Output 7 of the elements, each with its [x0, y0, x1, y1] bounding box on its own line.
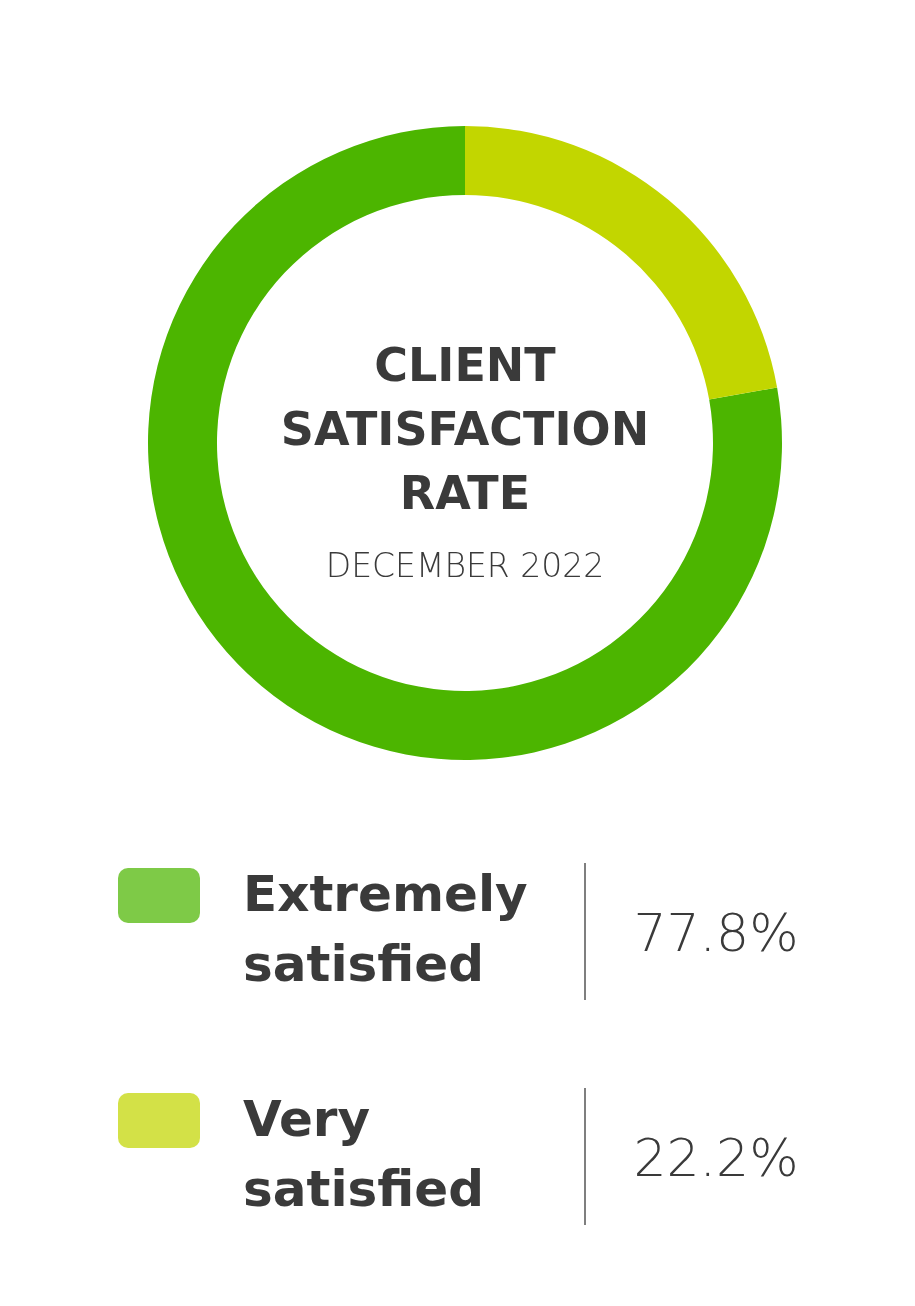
text: DECEMBER 2022 — [325, 546, 605, 585]
donut-slice — [148, 126, 782, 760]
legend-label: Very satisfied — [243, 1090, 485, 1218]
data-label: 22.2% — [633, 1128, 799, 1188]
text: CLIENT SATISFACTION RATE — [280, 338, 650, 520]
legend-label: Extremely satisfied — [243, 865, 528, 993]
data-label: 77.8% — [633, 903, 799, 963]
